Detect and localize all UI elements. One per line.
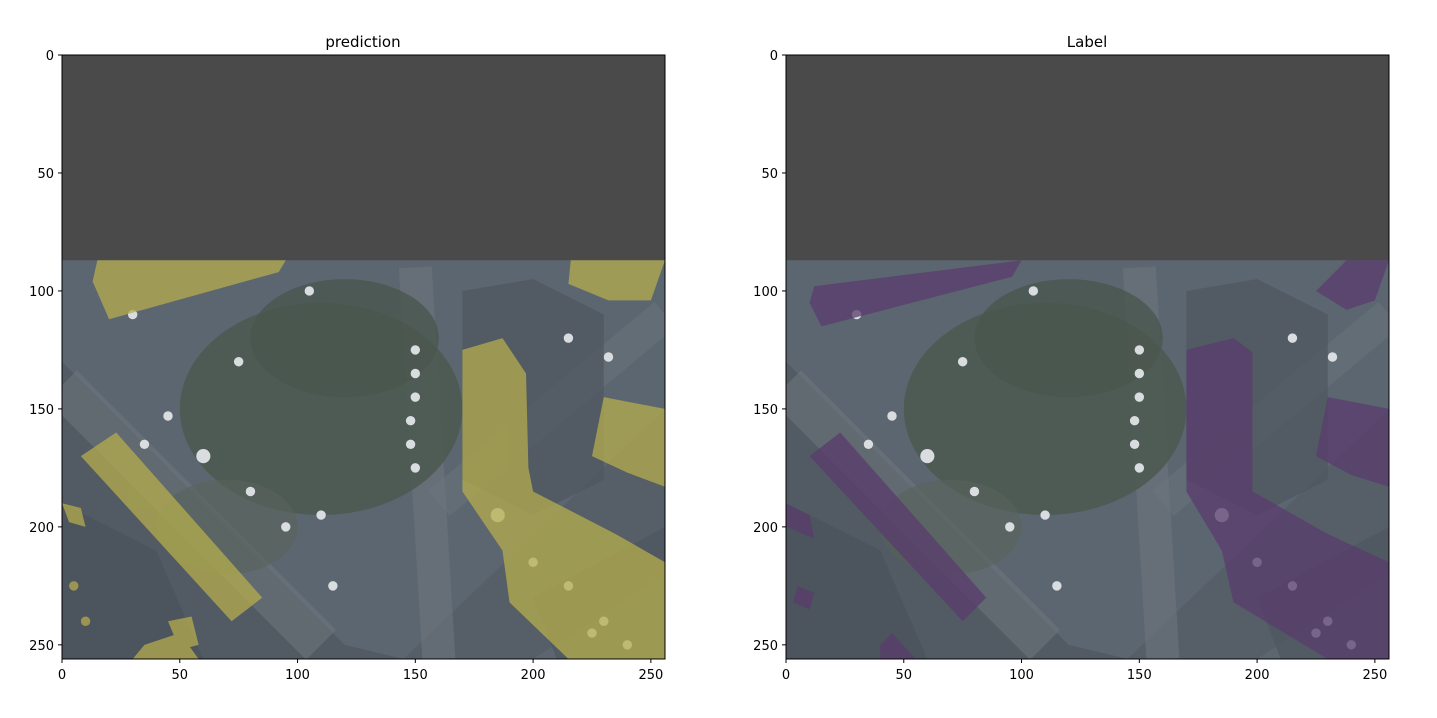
y-tick-label: 100 <box>29 285 54 300</box>
y-tick-label: 50 <box>37 167 54 182</box>
x-tick-label: 100 <box>285 668 310 683</box>
x-tick-label: 0 <box>58 668 66 683</box>
y-tick-label: 200 <box>29 521 54 536</box>
y-tick-label: 100 <box>753 285 778 300</box>
prediction-mask <box>62 260 665 659</box>
image-area <box>62 55 665 659</box>
axis-ticks: 0 50 100 150 200 250 0 50 100 150 200 250 <box>753 49 1387 683</box>
x-tick-label: 0 <box>782 668 790 683</box>
y-tick-label: 250 <box>29 639 54 654</box>
y-tick-label: 150 <box>753 403 778 418</box>
panel-label: Label 0 50 100 150 200 250 0 50 100 150 200 250 <box>753 33 1390 683</box>
x-tick-label: 50 <box>172 668 189 683</box>
x-tick-label: 200 <box>1245 668 1270 683</box>
y-tick-label: 0 <box>770 49 778 64</box>
x-tick-label: 50 <box>896 668 913 683</box>
label-mask <box>786 260 1389 659</box>
x-tick-label: 150 <box>403 668 428 683</box>
y-tick-label: 150 <box>29 403 54 418</box>
x-tick-label: 250 <box>1362 668 1387 683</box>
panel-title: Label <box>1067 33 1107 51</box>
x-tick-label: 250 <box>638 668 663 683</box>
x-tick-label: 200 <box>521 668 546 683</box>
y-tick-label: 50 <box>761 167 778 182</box>
panel-title: prediction <box>325 33 400 51</box>
axis-ticks: 0 50 100 150 200 250 0 50 100 150 200 250 <box>29 49 663 683</box>
y-tick-label: 200 <box>753 521 778 536</box>
panel-prediction: prediction 0 50 100 150 200 250 0 50 100 150 200 25… <box>29 33 666 683</box>
x-tick-label: 150 <box>1127 668 1152 683</box>
y-tick-label: 250 <box>753 639 778 654</box>
y-tick-label: 0 <box>46 49 54 64</box>
x-tick-label: 100 <box>1009 668 1034 683</box>
image-area <box>786 55 1389 659</box>
